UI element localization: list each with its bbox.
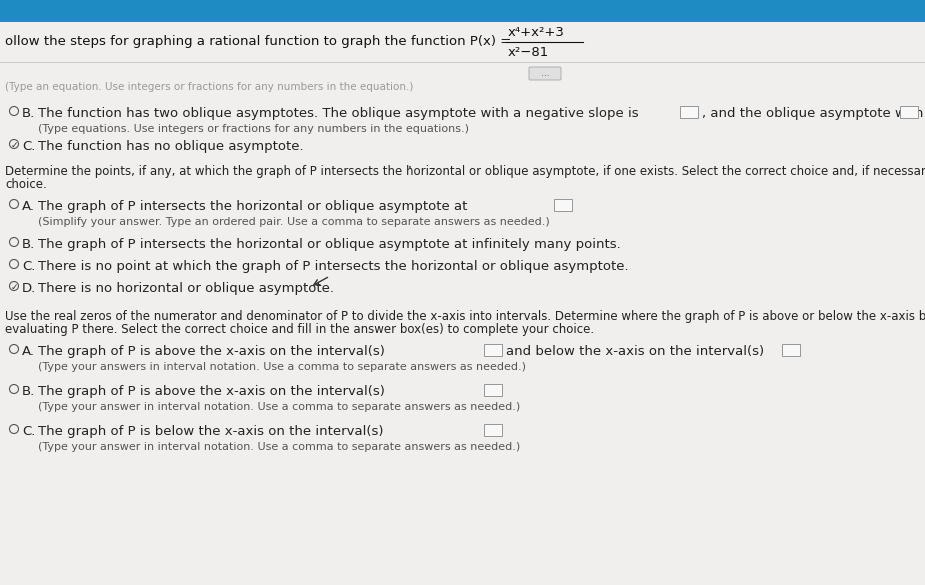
- Text: There is no horizontal or oblique asymptote.: There is no horizontal or oblique asympt…: [38, 282, 334, 295]
- Text: ollow the steps for graphing a rational function to graph the function P(x) =: ollow the steps for graphing a rational …: [5, 36, 515, 49]
- Text: •: •: [408, 165, 412, 171]
- Text: The graph of P intersects the horizontal or oblique asymptote at infinitely many: The graph of P intersects the horizontal…: [38, 238, 621, 251]
- Text: (Type your answer in interval notation. Use a comma to separate answers as neede: (Type your answer in interval notation. …: [38, 402, 520, 412]
- Text: (Simplify your answer. Type an ordered pair. Use a comma to separate answers as : (Simplify your answer. Type an ordered p…: [38, 217, 549, 227]
- Bar: [484, 424, 502, 436]
- Text: ✓: ✓: [11, 140, 18, 150]
- Text: The graph of P is above the x-axis on the interval(s): The graph of P is above the x-axis on th…: [38, 345, 385, 358]
- Text: x²−81: x²−81: [508, 46, 549, 59]
- Text: choice.: choice.: [5, 178, 47, 191]
- Text: There is no point at which the graph of P intersects the horizontal or oblique a: There is no point at which the graph of …: [38, 260, 629, 273]
- Bar: [0, 0, 925, 22]
- Text: and below the x-axis on the interval(s): and below the x-axis on the interval(s): [506, 345, 764, 358]
- Bar: [900, 106, 918, 118]
- Text: ✓: ✓: [11, 283, 18, 291]
- Text: C.: C.: [22, 260, 35, 273]
- Text: A.: A.: [22, 200, 35, 213]
- Text: The function has no oblique asymptote.: The function has no oblique asymptote.: [38, 140, 303, 153]
- Text: evaluating P there. Select the correct choice and fill in the answer box(es) to : evaluating P there. Select the correct c…: [5, 323, 594, 336]
- Text: D.: D.: [22, 282, 36, 295]
- Text: (Type equations. Use integers or fractions for any numbers in the equations.): (Type equations. Use integers or fractio…: [38, 124, 469, 134]
- FancyBboxPatch shape: [529, 67, 561, 80]
- Text: A.: A.: [22, 345, 35, 358]
- Text: x⁴+x²+3: x⁴+x²+3: [508, 26, 565, 39]
- Bar: [484, 344, 502, 356]
- Text: C.: C.: [22, 425, 35, 438]
- Text: (Type an equation. Use integers or fractions for any numbers in the equation.): (Type an equation. Use integers or fract…: [5, 82, 413, 92]
- Text: , and the oblique asymptote with a positive slope is: , and the oblique asymptote with a posit…: [702, 107, 925, 120]
- Text: ...: ...: [541, 69, 549, 78]
- Bar: [554, 199, 572, 211]
- Text: (Type your answers in interval notation. Use a comma to separate answers as need: (Type your answers in interval notation.…: [38, 362, 526, 372]
- Text: The graph of P is above the x-axis on the interval(s): The graph of P is above the x-axis on th…: [38, 385, 385, 398]
- Text: The graph of P is below the x-axis on the interval(s): The graph of P is below the x-axis on th…: [38, 425, 384, 438]
- Text: (Type your answer in interval notation. Use a comma to separate answers as neede: (Type your answer in interval notation. …: [38, 442, 520, 452]
- Bar: [484, 384, 502, 396]
- Text: The graph of P intersects the horizontal or oblique asymptote at: The graph of P intersects the horizontal…: [38, 200, 467, 213]
- Text: C.: C.: [22, 140, 35, 153]
- Bar: [680, 106, 698, 118]
- Bar: [782, 344, 800, 356]
- Text: Determine the points, if any, at which the graph of P intersects the horizontal : Determine the points, if any, at which t…: [5, 165, 925, 178]
- Text: B.: B.: [22, 107, 35, 120]
- Text: Use the real zeros of the numerator and denominator of P to divide the x-axis in: Use the real zeros of the numerator and …: [5, 310, 925, 323]
- Text: B.: B.: [22, 238, 35, 251]
- Text: The function has two oblique asymptotes. The oblique asymptote with a negative s: The function has two oblique asymptotes.…: [38, 107, 638, 120]
- Text: B.: B.: [22, 385, 35, 398]
